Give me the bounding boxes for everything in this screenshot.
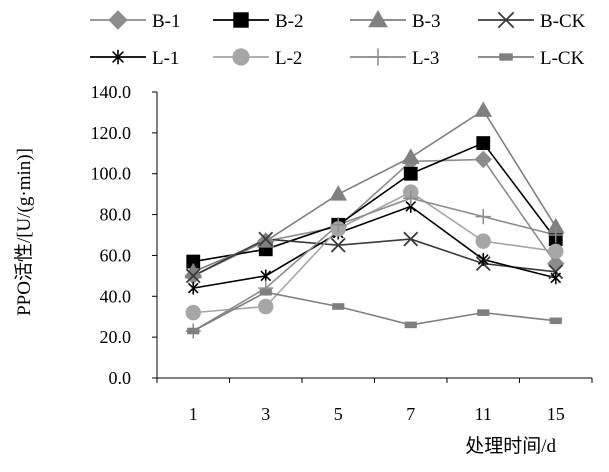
- legend-entry-l-3: L-3: [350, 48, 439, 69]
- series-line-b-ck: [192, 238, 556, 277]
- legend-marker: [233, 12, 249, 28]
- x-tick-label: 11: [475, 404, 492, 424]
- legend-marker: [232, 48, 250, 66]
- legend-entry-l-1: L-1: [90, 48, 179, 69]
- series-line-l-1: [193, 205, 556, 289]
- data-point-l-3: [330, 217, 346, 233]
- data-point-l-ck: [404, 321, 417, 329]
- x-tick-label: 1: [189, 404, 198, 424]
- data-point-l-3: [403, 190, 419, 206]
- series-line-b-3: [192, 109, 557, 273]
- data-point-b-3: [474, 101, 493, 117]
- legend-label: L-1: [152, 48, 179, 69]
- legend-entry-b-ck: B-CK: [478, 11, 586, 32]
- legend-marker: [368, 9, 388, 28]
- legend-marker: [499, 53, 513, 61]
- data-point-b-2: [403, 166, 418, 181]
- data-point-l-1: [550, 271, 562, 285]
- series-markers: [184, 101, 565, 339]
- x-tick-label: 15: [547, 404, 565, 424]
- data-point-b-1: [474, 150, 492, 169]
- axes: 0.0 20.0 40.0 60.0 80.0 100.0 120.0 140.0 1 3 5 7 11…: [91, 82, 593, 424]
- legend-marker: [497, 11, 515, 29]
- data-point-l-ck: [332, 303, 345, 310]
- legend-label: L-CK: [540, 48, 585, 69]
- data-point-l-2: [258, 298, 274, 315]
- legend-entry-b-3: B-3: [350, 9, 441, 32]
- data-point-b-ck: [403, 231, 419, 247]
- x-axis-title: 处理时间/d: [465, 435, 556, 457]
- data-point-b-ck: [185, 268, 201, 284]
- y-tick-label: 120.0: [91, 123, 132, 143]
- legend-label: B-1: [152, 11, 181, 32]
- legend-entry-b-2: B-2: [213, 11, 304, 32]
- legend: B-1 B-2 B-3 B-CK L-1 L-2 L-3 L-CK: [90, 9, 586, 69]
- data-point-b-3: [329, 185, 348, 201]
- legend-label: L-2: [275, 48, 302, 69]
- y-axis-title: PPO活性/[U/(g·min)]: [13, 148, 35, 316]
- data-point-b-2: [476, 136, 491, 150]
- data-point-l-2: [185, 304, 201, 321]
- y-tick-label: 80.0: [100, 205, 132, 225]
- legend-marker: [369, 48, 387, 66]
- data-point-b-ck: [258, 231, 274, 247]
- data-point-l-3: [548, 227, 564, 243]
- legend-label: L-3: [412, 48, 439, 69]
- series-line-b-2: [193, 142, 557, 263]
- legend-label: B-CK: [540, 11, 586, 32]
- data-point-b-ck: [330, 237, 346, 253]
- data-point-l-2: [475, 233, 491, 249]
- data-point-l-ck: [187, 327, 200, 335]
- y-tick-label: 100.0: [91, 164, 132, 184]
- legend-marker: [112, 49, 124, 65]
- y-tick-label: 60.0: [100, 245, 132, 265]
- data-point-l-2: [548, 243, 564, 260]
- data-point-b-3: [401, 148, 420, 164]
- legend-label: B-3: [412, 11, 441, 32]
- legend-entry-b-1: B-1: [90, 10, 181, 32]
- y-tick-label: 20.0: [100, 327, 132, 347]
- data-point-l-3: [475, 209, 491, 225]
- legend-entry-l-ck: L-CK: [478, 48, 585, 69]
- series-lines: [192, 109, 557, 332]
- x-tick-label: 5: [334, 404, 343, 424]
- data-point-l-ck: [259, 288, 272, 296]
- legend-entry-l-2: L-2: [213, 48, 302, 69]
- x-tick-label: 3: [261, 404, 270, 424]
- data-point-l-ck: [549, 317, 562, 325]
- series-line-b-1: [192, 158, 557, 277]
- y-tick-label: 40.0: [100, 286, 132, 306]
- series-line-l-ck: [192, 291, 556, 332]
- data-point-l-1: [260, 269, 272, 283]
- series-line-l-3: [192, 197, 556, 332]
- series-line-l-2: [193, 191, 556, 314]
- x-tick-label: 7: [406, 404, 415, 424]
- legend-label: B-2: [275, 11, 304, 32]
- legend-marker: [108, 10, 128, 30]
- data-point-l-1: [187, 281, 199, 295]
- data-point-l-ck: [477, 309, 490, 316]
- y-tick-label: 0.0: [109, 368, 132, 388]
- y-tick-label: 140.0: [91, 82, 132, 102]
- data-point-l-1: [477, 253, 489, 266]
